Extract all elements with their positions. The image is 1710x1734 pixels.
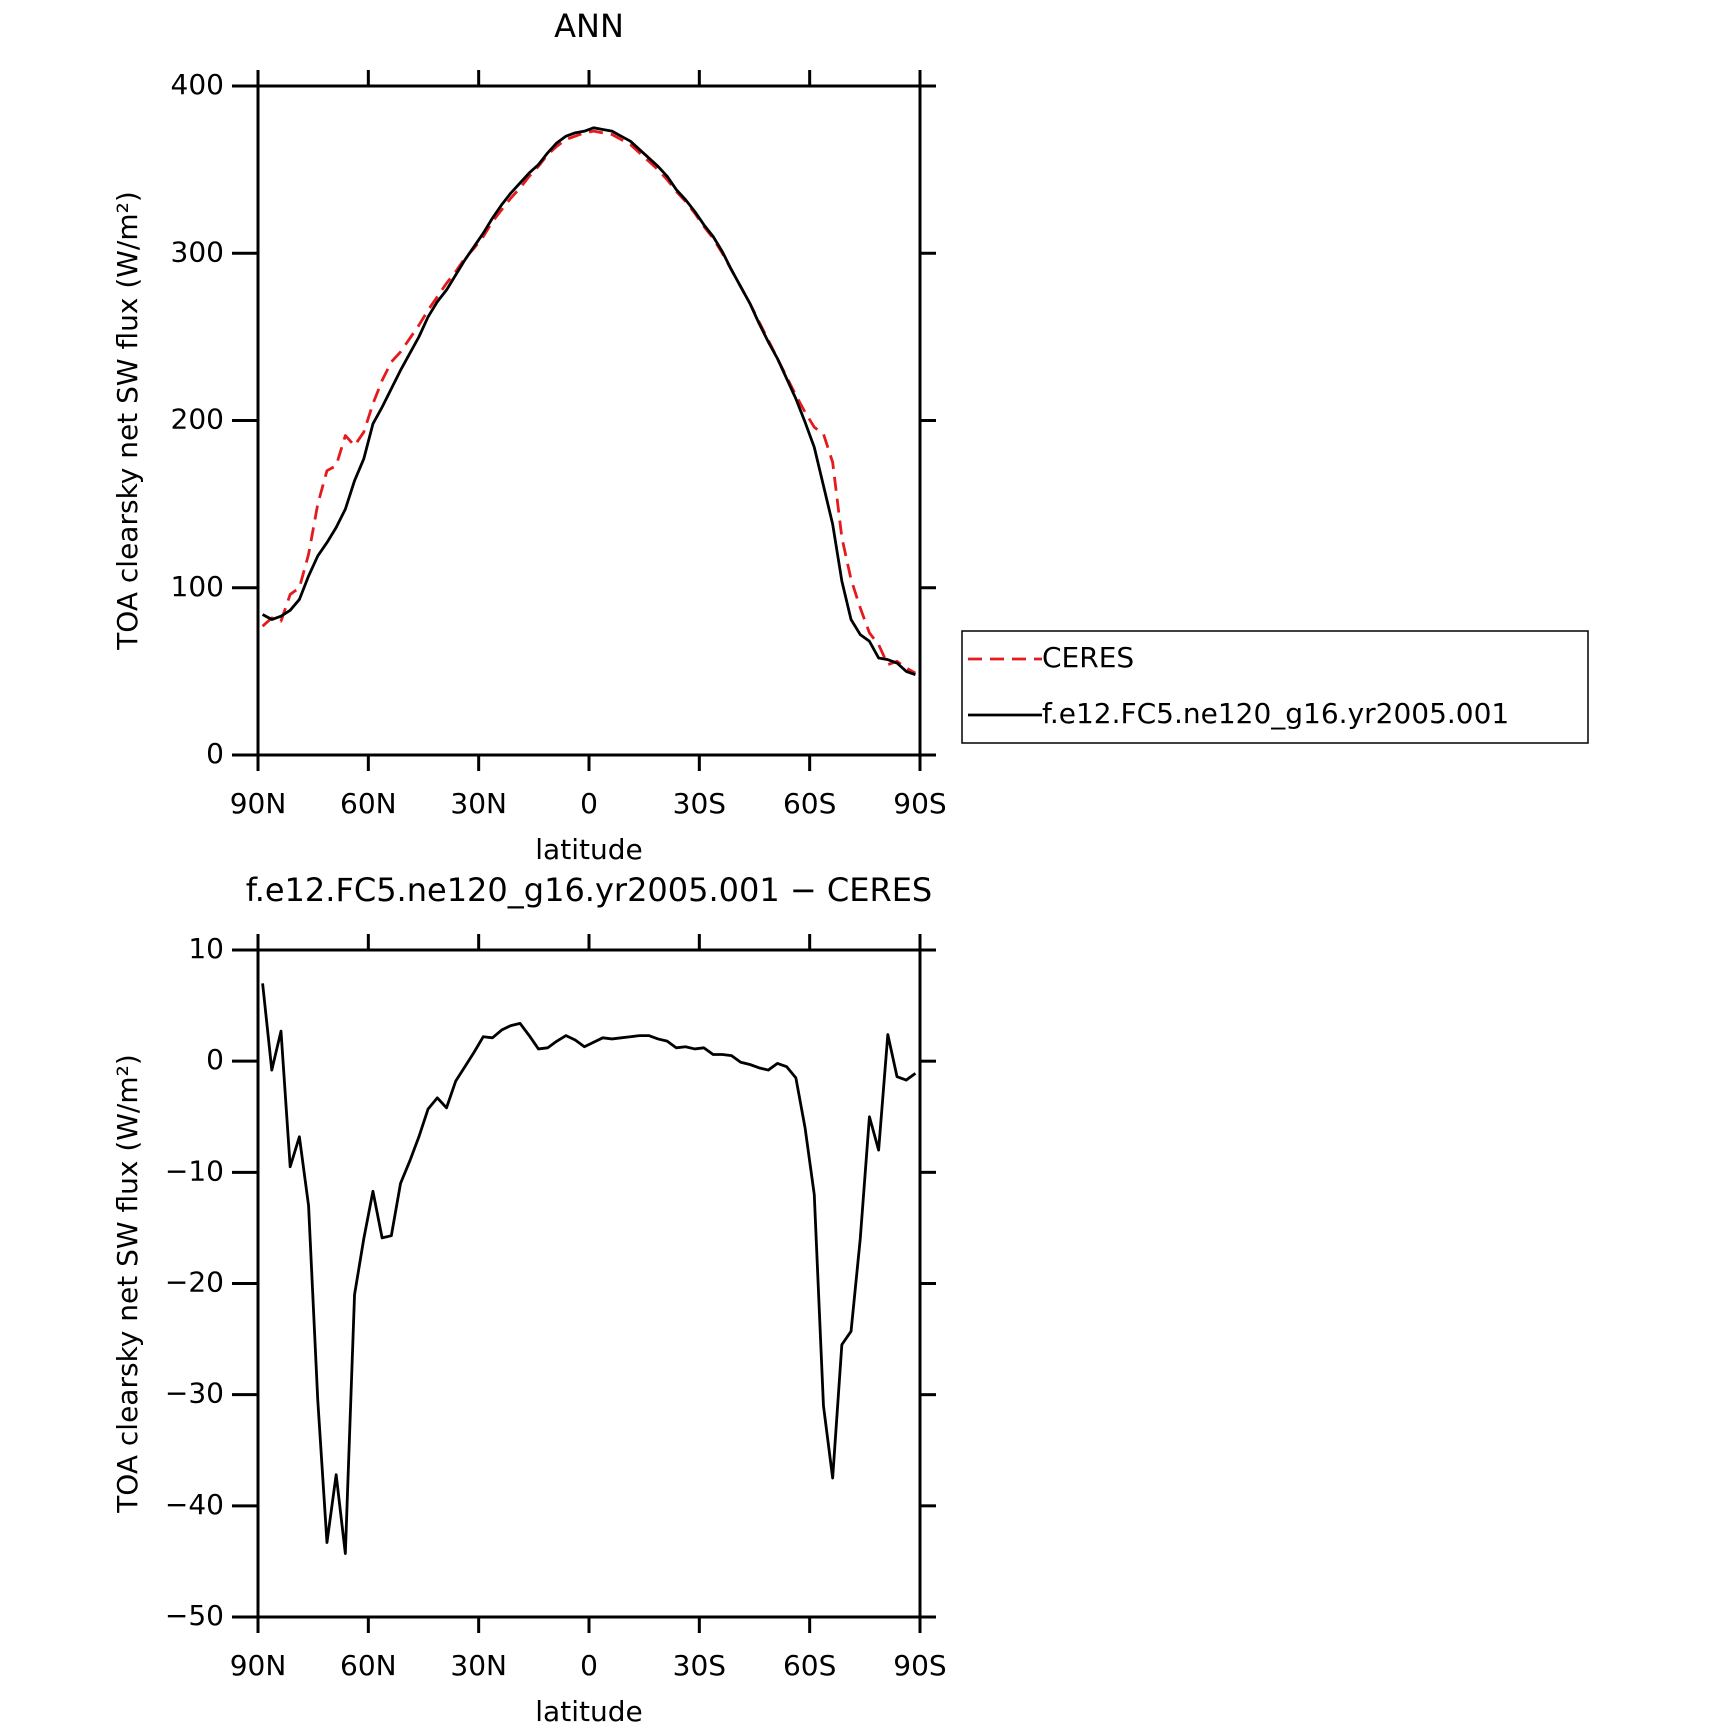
y-tick-label: −40 [165, 1488, 224, 1521]
legend-label: f.e12.FC5.ne120_g16.yr2005.001 [1042, 697, 1509, 730]
x-tick-label: 30N [450, 787, 507, 820]
x-tick-label: 30S [673, 787, 726, 820]
x-tick-label: 60S [783, 787, 836, 820]
x-tick-label: 30S [673, 1649, 726, 1682]
y-tick-label: 0 [206, 737, 224, 770]
y-axis-label: TOA clearsky net SW flux (W/m²) [111, 1054, 144, 1514]
x-tick-label: 90N [230, 1649, 287, 1682]
x-axis-label: latitude [535, 833, 642, 866]
x-tick-label: 90S [893, 787, 946, 820]
chart-title: f.e12.FC5.ne120_g16.yr2005.001 − CERES [246, 871, 932, 909]
plot-frame [256, 948, 922, 1619]
y-tick-label: 400 [171, 68, 224, 101]
x-tick-label: 60N [340, 1649, 397, 1682]
plot-frame [256, 84, 922, 757]
x-tick-label: 90N [230, 787, 287, 820]
data-line [261, 129, 917, 675]
y-tick-label: 200 [171, 403, 224, 436]
y-tick-label: 300 [171, 235, 224, 268]
y-tick-label: −50 [165, 1599, 224, 1632]
x-tick-label: 90S [893, 1649, 946, 1682]
x-tick-label: 30N [450, 1649, 507, 1682]
x-tick-label: 60N [340, 787, 397, 820]
y-tick-label: −30 [165, 1377, 224, 1410]
chart-title: ANN [554, 7, 624, 45]
data-line [261, 126, 916, 677]
x-axis-label: latitude [535, 1695, 642, 1728]
x-tick-label: 0 [580, 787, 598, 820]
data-line [261, 983, 917, 1556]
y-tick-label: 100 [171, 570, 224, 603]
legend-label: CERES [1042, 641, 1134, 674]
x-tick-label: 60S [783, 1649, 836, 1682]
x-tick-label: 0 [580, 1649, 598, 1682]
legend-box [961, 630, 1589, 744]
y-tick-label: 10 [188, 932, 224, 965]
y-tick-label: −10 [165, 1154, 224, 1187]
y-tick-label: −20 [165, 1266, 224, 1299]
y-axis-label: TOA clearsky net SW flux (W/m²) [111, 191, 144, 651]
y-tick-label: 0 [206, 1043, 224, 1076]
